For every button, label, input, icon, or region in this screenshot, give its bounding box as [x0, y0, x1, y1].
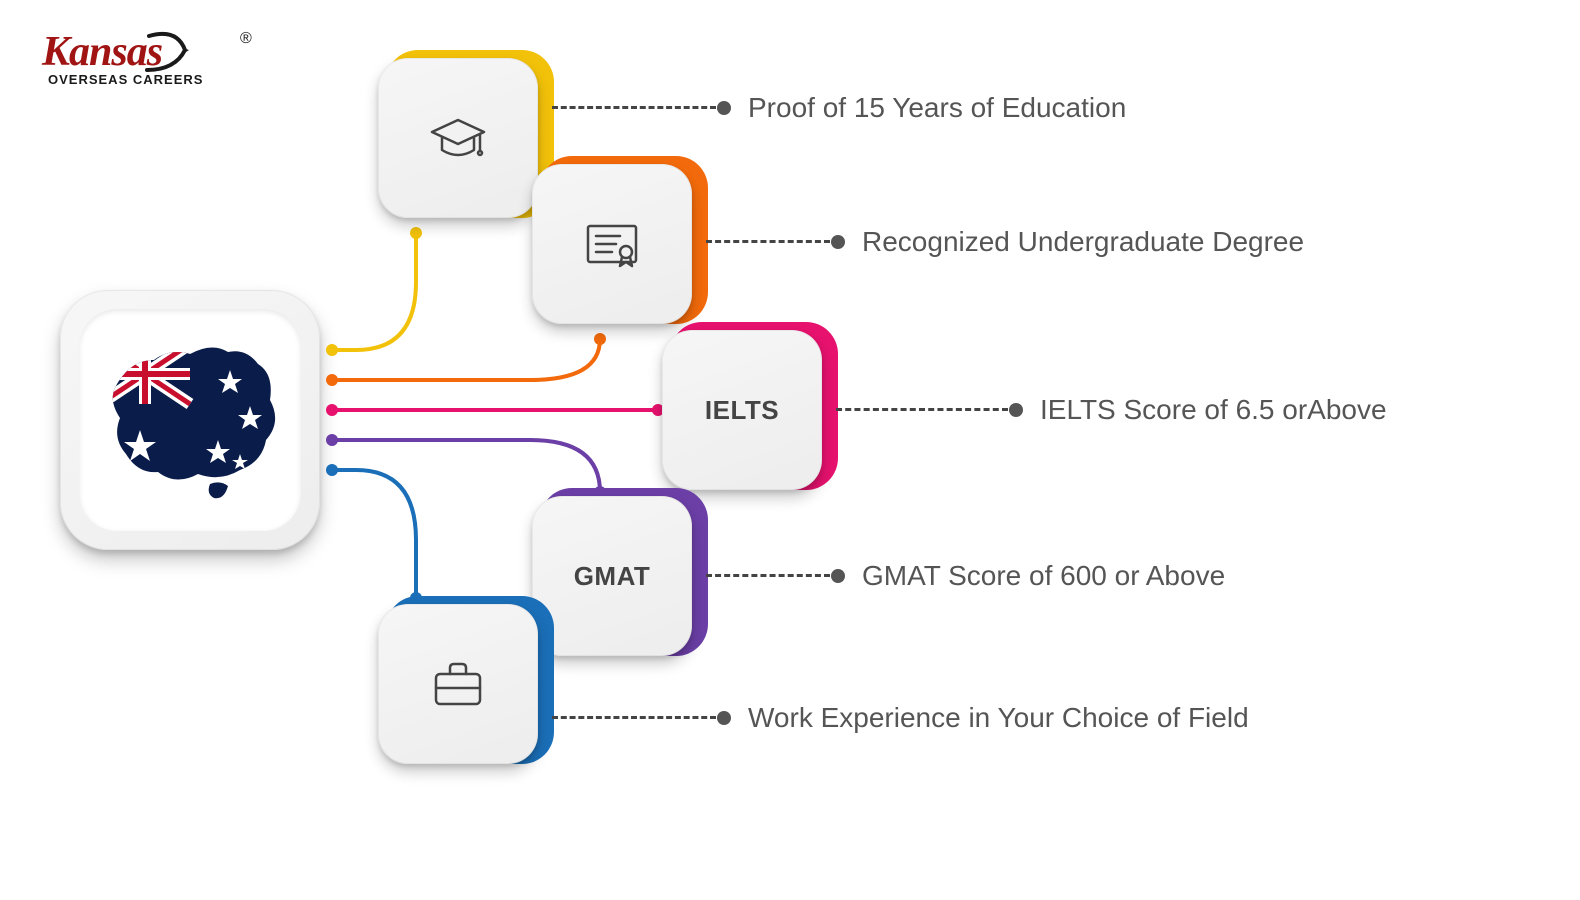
hub-australia — [60, 290, 320, 550]
desc-work: Work Experience in Your Choice of Field — [748, 702, 1249, 734]
dash-ielts — [836, 408, 1008, 411]
dash-work — [552, 716, 716, 719]
connector-dot-degree-end — [594, 333, 606, 345]
briefcase-icon — [426, 652, 490, 716]
card-body-education — [378, 58, 538, 218]
graduation-cap-icon — [426, 106, 490, 170]
hub-inner — [79, 309, 301, 531]
card-body-degree — [532, 164, 692, 324]
australia-map-icon — [90, 330, 290, 510]
desc-education: Proof of 15 Years of Education — [748, 92, 1126, 124]
desc-ielts: IELTS Score of 6.5 orAbove — [1040, 394, 1387, 426]
connector-dot-ielts-start — [326, 404, 338, 416]
card-label-ielts: IELTS — [705, 395, 779, 426]
card-ielts: IELTS — [662, 330, 830, 498]
dash-degree — [706, 240, 830, 243]
connector-dot-degree-start — [326, 374, 338, 386]
bullet-gmat — [831, 569, 845, 583]
logo-tagline: OVERSEAS CAREERS — [48, 72, 203, 87]
registered-mark: ® — [240, 30, 252, 48]
card-label-gmat: GMAT — [574, 561, 651, 592]
card-body-ielts: IELTS — [662, 330, 822, 490]
connector-dot-education-start — [326, 344, 338, 356]
brand-logo: Kansas ® OVERSEAS CAREERS — [42, 28, 203, 87]
dash-education — [552, 106, 716, 109]
desc-gmat: GMAT Score of 600 or Above — [862, 560, 1225, 592]
card-work — [378, 604, 546, 772]
logo-swoosh-icon — [145, 28, 191, 74]
certificate-icon — [580, 212, 644, 276]
connector-dot-gmat-start — [326, 434, 338, 446]
connector-dot-work-start — [326, 464, 338, 476]
connector-dot-education-end — [410, 227, 422, 239]
bullet-work — [717, 711, 731, 725]
card-body-work — [378, 604, 538, 764]
dash-gmat — [706, 574, 830, 577]
card-gmat: GMAT — [532, 496, 700, 664]
card-body-gmat: GMAT — [532, 496, 692, 656]
bullet-degree — [831, 235, 845, 249]
bullet-education — [717, 101, 731, 115]
card-degree — [532, 164, 700, 332]
bullet-ielts — [1009, 403, 1023, 417]
desc-degree: Recognized Undergraduate Degree — [862, 226, 1304, 258]
card-education — [378, 58, 546, 226]
